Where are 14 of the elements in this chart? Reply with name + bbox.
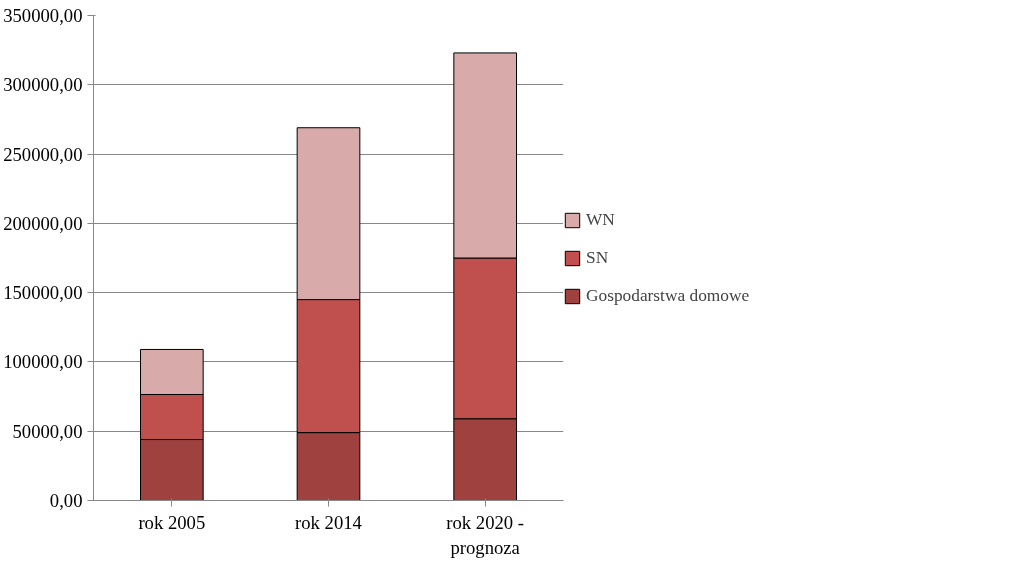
legend-label: SN: [586, 247, 609, 268]
y-tick-label: 300000,00: [3, 74, 83, 96]
x-tick-label: rok 2005: [138, 511, 206, 533]
y-tick-label: 250000,00: [3, 143, 83, 165]
y-tick-label: 150000,00: [3, 282, 83, 304]
legend-label: WN: [586, 209, 615, 230]
y-tick-label: 50000,00: [12, 420, 83, 442]
y-tick-label: 200000,00: [3, 212, 83, 234]
x-tick-label: rok 2020 - prognoza: [446, 511, 525, 558]
y-tick-label: 0,00: [49, 490, 83, 511]
y-tick-label: 100000,00: [3, 351, 83, 373]
x-tick-label: rok 2014: [295, 511, 363, 533]
y-tick-label: 350000,00: [3, 5, 83, 26]
legend-label: Gospodarstwa domowe: [586, 285, 750, 306]
